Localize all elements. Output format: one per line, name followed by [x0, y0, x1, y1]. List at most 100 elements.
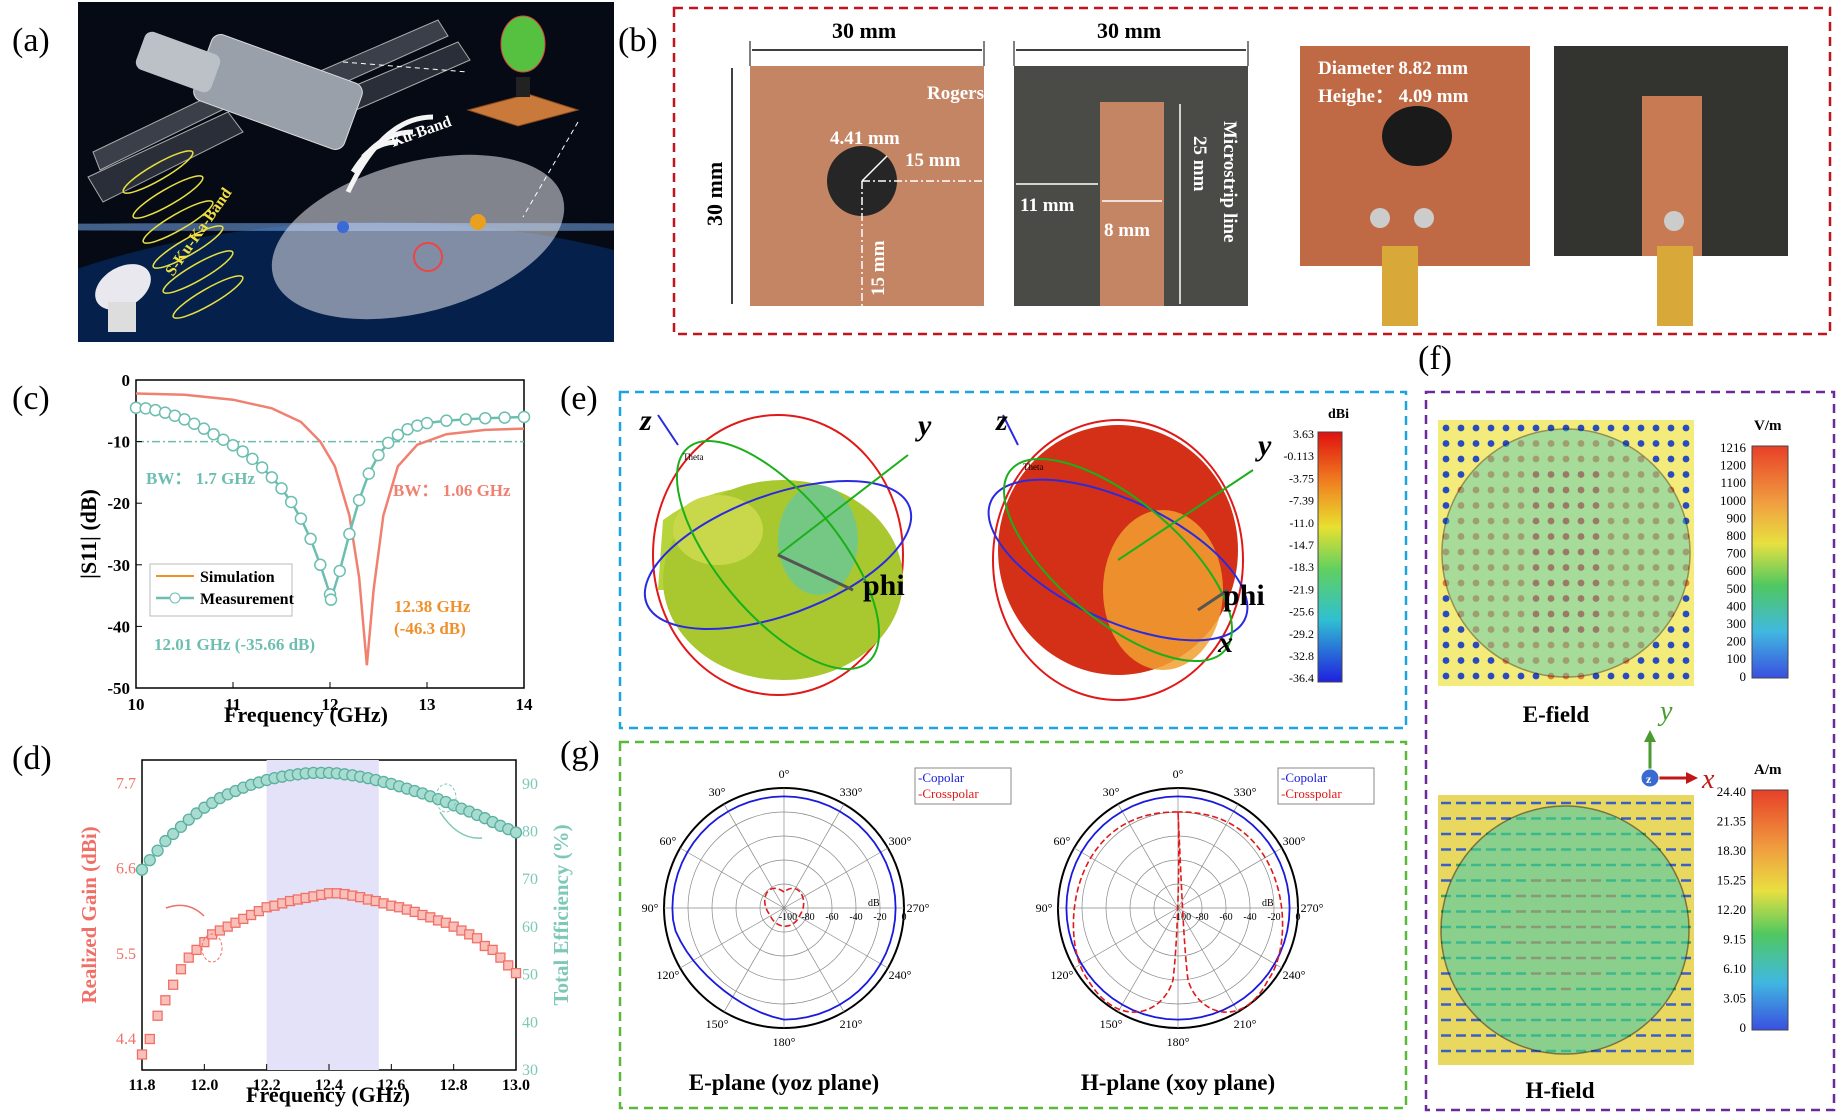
feed-width-label: 8 mm — [1104, 220, 1150, 241]
s11-measurement-point — [372, 448, 385, 462]
e-field-vector — [1682, 486, 1690, 494]
beam-coil — [122, 150, 244, 319]
y-arrow-head — [1644, 730, 1656, 742]
e-field-vector — [1637, 517, 1645, 525]
gain-left-tick-label: 7.7 — [116, 775, 136, 792]
e-field-vector — [1457, 548, 1465, 556]
e-field-vector — [1472, 564, 1480, 571]
polar-spoke — [1117, 803, 1179, 909]
s11-y-tick-label: -50 — [107, 679, 130, 698]
gain-efficiency-chart: 11.8 12.0 12.2 12.4 12.6 12.8 13.0 4.4 5… — [78, 759, 573, 1107]
dbi-tick-label: -32.8 — [1289, 649, 1314, 663]
e-field-vector — [1487, 440, 1495, 447]
e-field-vector — [1592, 657, 1600, 664]
gain-point — [168, 979, 179, 990]
e-field-vector — [1607, 455, 1615, 463]
copolar-trace — [671, 795, 897, 1021]
e-field-vector — [1622, 610, 1630, 618]
dbi-tick-label: -14.7 — [1289, 538, 1314, 552]
efficiency-point — [135, 863, 149, 876]
e-tick-label: 1000 — [1720, 493, 1746, 508]
e-field-vector — [1667, 657, 1675, 664]
e-field-vector — [1547, 626, 1555, 633]
e-field-vector — [1607, 517, 1615, 525]
gain-ylabel: Realized Gain (dBi) — [78, 826, 101, 1003]
h-tick-label: 6.10 — [1723, 961, 1746, 976]
polar-radial-label: -80 — [1195, 912, 1208, 923]
e-field-vector — [1607, 471, 1615, 478]
e-field-vector — [1442, 455, 1450, 463]
dbi-tick-label: -25.6 — [1289, 605, 1314, 619]
e-field-vector — [1667, 502, 1675, 509]
e-field-vector — [1502, 548, 1510, 556]
right-phi-label: phi — [1223, 579, 1265, 612]
radius-label: 4.41 mm — [830, 128, 900, 149]
e-field-vector — [1592, 517, 1600, 525]
eff-marker-ellipse — [435, 783, 457, 813]
polar-angle-label: 330° — [840, 785, 863, 799]
polar-angle-label: 270° — [907, 901, 930, 915]
s11-measurement-point — [284, 495, 298, 509]
e-field-vector — [1472, 672, 1480, 680]
left-z-label: z — [639, 404, 652, 437]
e-field-vector — [1487, 657, 1495, 664]
z-axis-label: z — [1646, 772, 1652, 786]
polar-angle-label: 270° — [1301, 901, 1324, 915]
e-field-vector — [1502, 610, 1510, 618]
e-field-vector — [1682, 672, 1690, 680]
photo-sma-2 — [1657, 246, 1693, 326]
e-field-vector — [1667, 672, 1675, 680]
right-y-label: y — [1255, 429, 1272, 462]
e-field-vector — [1622, 440, 1630, 447]
s11-x-tick-label: 12 — [322, 695, 339, 714]
e-field-vector — [1577, 502, 1585, 509]
dbi-tick-label: -0.113 — [1283, 449, 1314, 463]
e-field-vector — [1532, 517, 1540, 525]
e-field-vector — [1547, 455, 1555, 463]
e-field-vector — [1532, 564, 1540, 571]
e-tick-label: 1216 — [1720, 440, 1747, 455]
e-field-vector — [1547, 440, 1555, 447]
e-field-vector — [1472, 657, 1480, 664]
e-tick-label: 200 — [1727, 634, 1747, 649]
e-field-vector — [1442, 579, 1450, 587]
e-field-vector — [1577, 440, 1585, 447]
polar-angle-label: 120° — [657, 968, 680, 982]
gain-x-tick-label: 12.8 — [440, 1077, 468, 1094]
polar-angle-label: 90° — [642, 901, 659, 915]
e-field-vector — [1592, 672, 1600, 680]
e-field-vector — [1592, 533, 1600, 540]
s11-y-tick-label: -20 — [107, 494, 130, 513]
e-field-vector — [1517, 641, 1525, 649]
e-field-vector — [1637, 486, 1645, 494]
polar-angle-label: 120° — [1051, 968, 1074, 982]
photo-strip — [1642, 96, 1702, 256]
left-z-axis — [657, 414, 679, 446]
e-field-vector — [1517, 579, 1525, 587]
e-legend-cross: -Crosspolar — [918, 786, 979, 801]
eff-arrow — [439, 811, 483, 839]
e-field-vector — [1622, 517, 1630, 525]
polar-spoke — [679, 847, 785, 909]
e-field-vector — [1457, 672, 1465, 680]
polar-spoke — [1177, 803, 1239, 909]
gain-point — [471, 933, 483, 944]
efficiency-point — [159, 834, 172, 848]
panel-label-c: (c) — [12, 380, 50, 417]
e-field-vector — [1442, 626, 1450, 633]
crosspolar-trace — [1072, 811, 1284, 1013]
s11-measurement-point — [381, 436, 395, 450]
e-field-vector — [1502, 502, 1510, 509]
e-field-vector — [1607, 672, 1615, 680]
s11-measurement-point — [304, 532, 317, 546]
e-field-vector — [1577, 672, 1585, 680]
eff-right-tick-label: 80 — [522, 824, 538, 841]
offset-y-label: 15 mm — [868, 240, 889, 296]
s11-measurement-point — [314, 558, 327, 572]
polar-angle-label: 90° — [1036, 901, 1053, 915]
inset-line-2 — [522, 121, 579, 218]
e-field-vector — [1502, 579, 1510, 587]
e-field-vector — [1457, 657, 1465, 664]
polar-spoke — [783, 803, 845, 909]
h-unit: A/m — [1754, 762, 1782, 778]
